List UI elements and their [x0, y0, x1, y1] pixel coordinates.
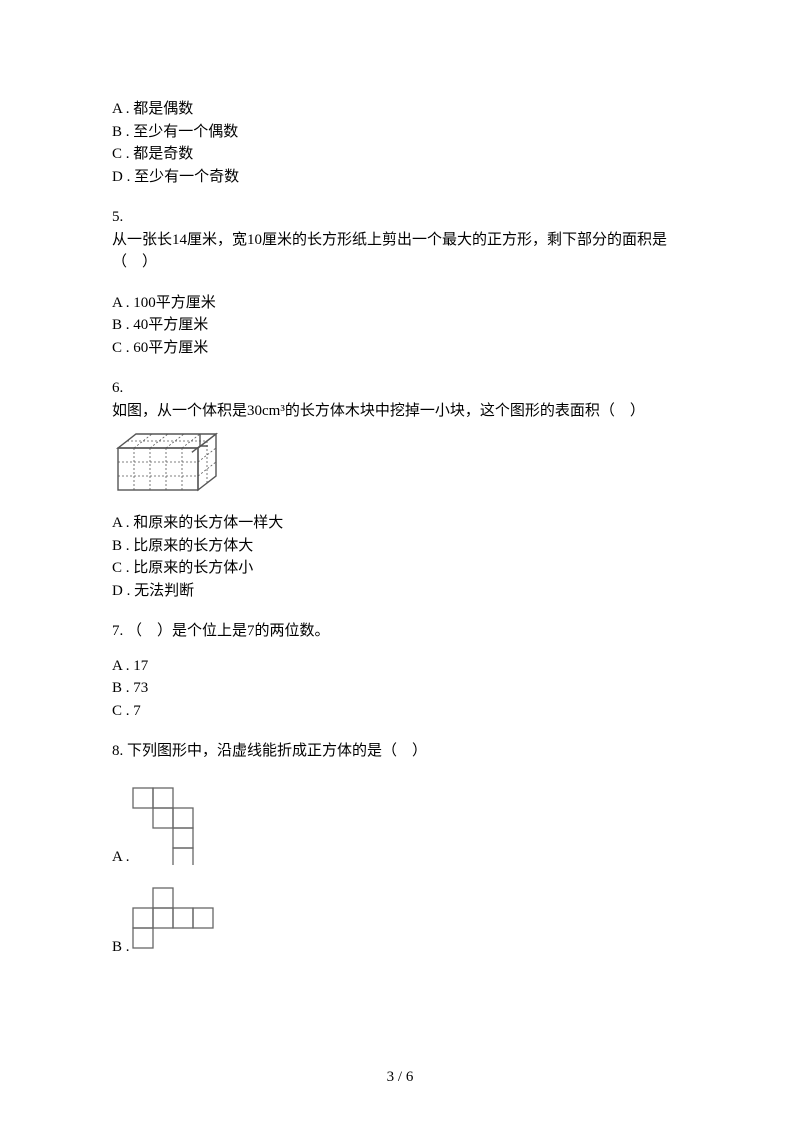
q5-option-a: A . 100平方厘米: [112, 292, 688, 315]
q6-option-a: A . 和原来的长方体一样大: [112, 512, 688, 535]
q8-stem: 8. 下列图形中，沿虚线能折成正方体的是（ ）: [112, 740, 688, 763]
q6-option-c: C . 比原来的长方体小: [112, 557, 688, 580]
q7-option-a: A . 17: [112, 655, 688, 678]
q5-option-c: C . 60平方厘米: [112, 337, 688, 360]
q8-option-a-row: A .: [112, 781, 688, 869]
q5-number: 5.: [112, 206, 688, 229]
q6-option-d: D . 无法判断: [112, 580, 688, 603]
q8-option-b-row: B .: [112, 881, 688, 959]
q6-figure: [112, 426, 688, 496]
q8-option-b-label: B .: [112, 936, 130, 959]
q6-stem: 如图，从一个体积是30cm³的长方体木块中挖掉一小块，这个图形的表面积（ ）: [112, 400, 688, 423]
q8-figure-b: [130, 885, 220, 955]
q8-figure-a: [130, 785, 200, 865]
q7-option-c: C . 7: [112, 700, 688, 723]
q4-option-a: A . 都是偶数: [112, 98, 688, 121]
q6-option-b: B . 比原来的长方体大: [112, 535, 688, 558]
page-number: 3 / 6: [0, 1069, 800, 1086]
q6-number: 6.: [112, 377, 688, 400]
q5-stem: 从一张长14厘米，宽10厘米的长方形纸上剪出一个最大的正方形，剩下部分的面积是（…: [112, 229, 688, 274]
q4-option-d: D . 至少有一个奇数: [112, 166, 688, 189]
q8-option-a-label: A .: [112, 846, 130, 869]
q4-option-b: B . 至少有一个偶数: [112, 121, 688, 144]
q4-option-c: C . 都是奇数: [112, 143, 688, 166]
page-content: A . 都是偶数 B . 至少有一个偶数 C . 都是奇数 D . 至少有一个奇…: [0, 0, 800, 959]
q7-option-b: B . 73: [112, 677, 688, 700]
q5-option-b: B . 40平方厘米: [112, 314, 688, 337]
q7-stem: 7. （ ）是个位上是7的两位数。: [112, 620, 688, 643]
